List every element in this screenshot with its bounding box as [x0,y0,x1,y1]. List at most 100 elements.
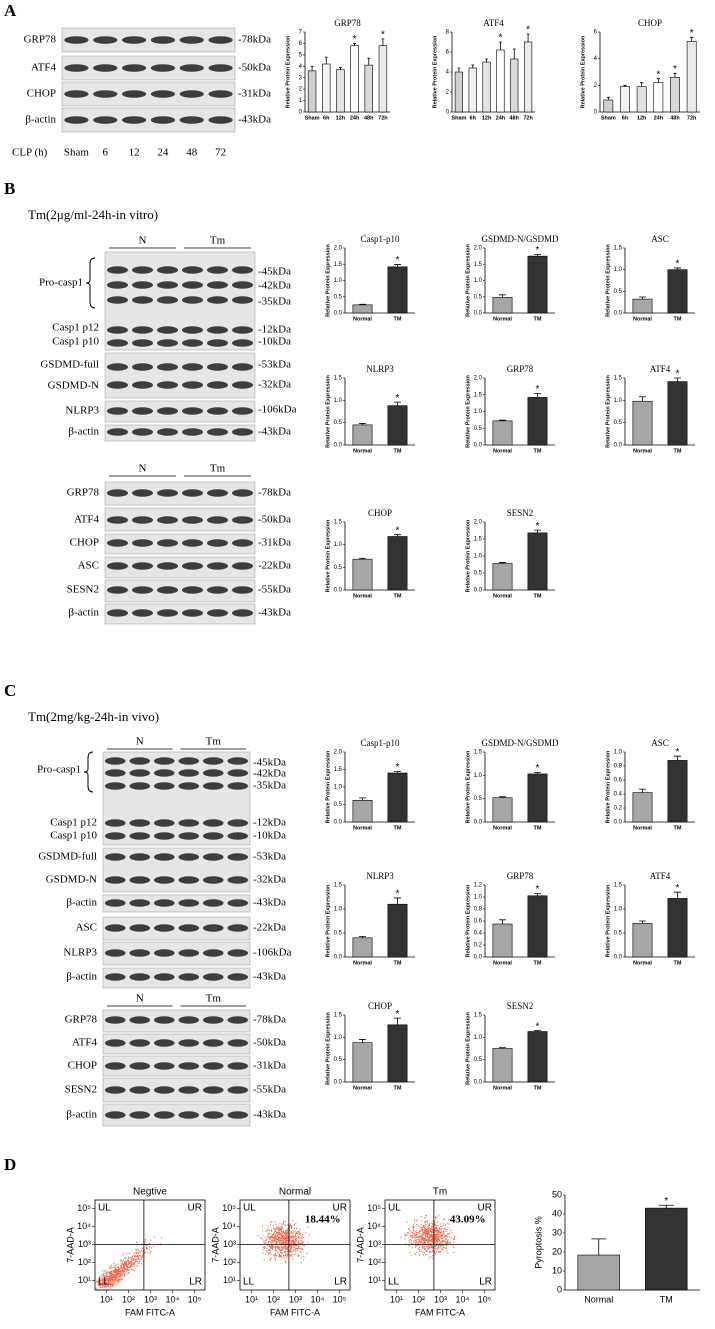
significance: * [536,1021,540,1032]
blot-band [107,516,128,524]
blot-band [179,90,204,98]
y-tick-label: 0.5 [334,565,343,571]
x-tick-label: Normal [353,448,372,454]
x-tick-label: 48h [510,115,520,121]
blot-strip [61,81,236,107]
x-tick-label: 10¹ [390,1294,403,1304]
chart-title: GRP78 [334,18,361,28]
blot-strip [102,1009,251,1033]
blot-band [157,562,178,570]
bar [577,1254,620,1291]
bar [686,41,697,113]
size-label: -106kDa [258,404,297,416]
blot-strip [61,27,236,53]
blot-band [178,924,200,932]
blot-strip [104,579,256,603]
blot-band [178,782,200,790]
blot-strip [102,1033,251,1055]
blot-band [202,757,224,765]
blot-band [182,562,203,570]
significance: * [381,29,385,40]
significance: * [676,259,680,270]
blot-band [104,876,126,884]
y-axis-label: 7-AAD-A [210,1227,220,1263]
size-label: -78kDa [258,487,291,499]
error-bar [499,1047,506,1049]
blot-band [227,1111,249,1119]
blot-band [129,876,151,884]
x-tick-label: 10² [267,1294,280,1304]
blot-band [157,539,178,547]
bar [667,381,688,446]
x-tick-label: 10⁵ [333,1294,347,1304]
y-tick-label: 20 [552,1246,562,1256]
blot-label: β-actin [66,1109,97,1121]
quadrant-label: UL [243,1203,256,1214]
blot-label: ATF4 [31,62,57,74]
chart-title: GSDMD-N/GSDMD [481,234,559,244]
error-bar [534,393,541,398]
x-tick-label: TM [534,593,542,599]
blot-band [202,876,224,884]
y-tick-label: 1.0 [334,542,343,548]
y-tick-label: 10⁵ [77,1203,91,1213]
blot-band [202,1062,224,1070]
x-tick-label: TM [674,448,682,454]
error-bar [674,755,681,761]
y-tick-label: 0.5 [474,571,483,577]
blot-band [104,1086,126,1094]
blot-label: Casp1 p12 [52,322,99,334]
y-tick-label: 1.5 [334,262,343,268]
blot-band [157,296,178,304]
x-tick-label: TM [394,1085,402,1091]
bar [307,70,317,113]
x-tick-label: TM [534,1085,542,1091]
blot-band [232,562,253,570]
blot-band [132,363,153,371]
bar [667,760,688,823]
blot-band [107,562,128,570]
significance: * [526,25,530,36]
blot-band [132,428,153,436]
blot-band [104,1039,126,1047]
x-tick-label: TM [534,448,542,454]
bar [468,67,477,113]
blot-band [202,899,224,907]
error-bar [353,43,356,46]
event-dots [257,1219,310,1263]
blot-label: CHOP [27,88,56,100]
lane-label: Sham [64,147,90,159]
x-tick-label: 24h [654,115,664,121]
group-label: Tm [210,235,226,247]
quadrant-label: LL [388,1277,400,1288]
y-tick-label: 10¹ [78,1275,91,1285]
blot-band [227,1086,249,1094]
blot-label: Casp1 p10 [52,336,99,348]
x-tick-label: Normal [353,825,372,831]
group-label: N [139,463,147,475]
y-tick-label: 4 [594,56,598,62]
panel-label: C [4,681,16,700]
y-tick-label: 0.5 [334,1057,343,1063]
x-tick-label: 10⁵ [478,1294,492,1304]
panel-subtitle: Tm(2μg/ml-24h-in vitro) [28,207,158,222]
size-label: -22kDa [253,922,286,934]
x-tick-label: TM [674,825,682,831]
blot-band [153,924,175,932]
x-tick-label: Normal [493,960,512,966]
y-tick-label: 2.0 [474,376,483,382]
size-label: -78kDa [238,34,271,46]
y-axis-label: Relative Protein Expression [605,243,611,316]
error-bar [623,84,627,87]
blot-label: β-actin [68,426,99,438]
error-bar [639,396,646,402]
size-label: -43kDa [253,971,286,983]
lane-title: CLP (h) [12,147,48,159]
y-tick-label: 10¹ [368,1275,381,1285]
blot-band [157,586,178,594]
error-bar [359,303,366,305]
error-bar [310,65,314,71]
size-label: -35kDa [253,780,286,792]
y-tick-label: 1.0 [334,1035,343,1041]
chart-title: ATF4 [650,871,671,881]
